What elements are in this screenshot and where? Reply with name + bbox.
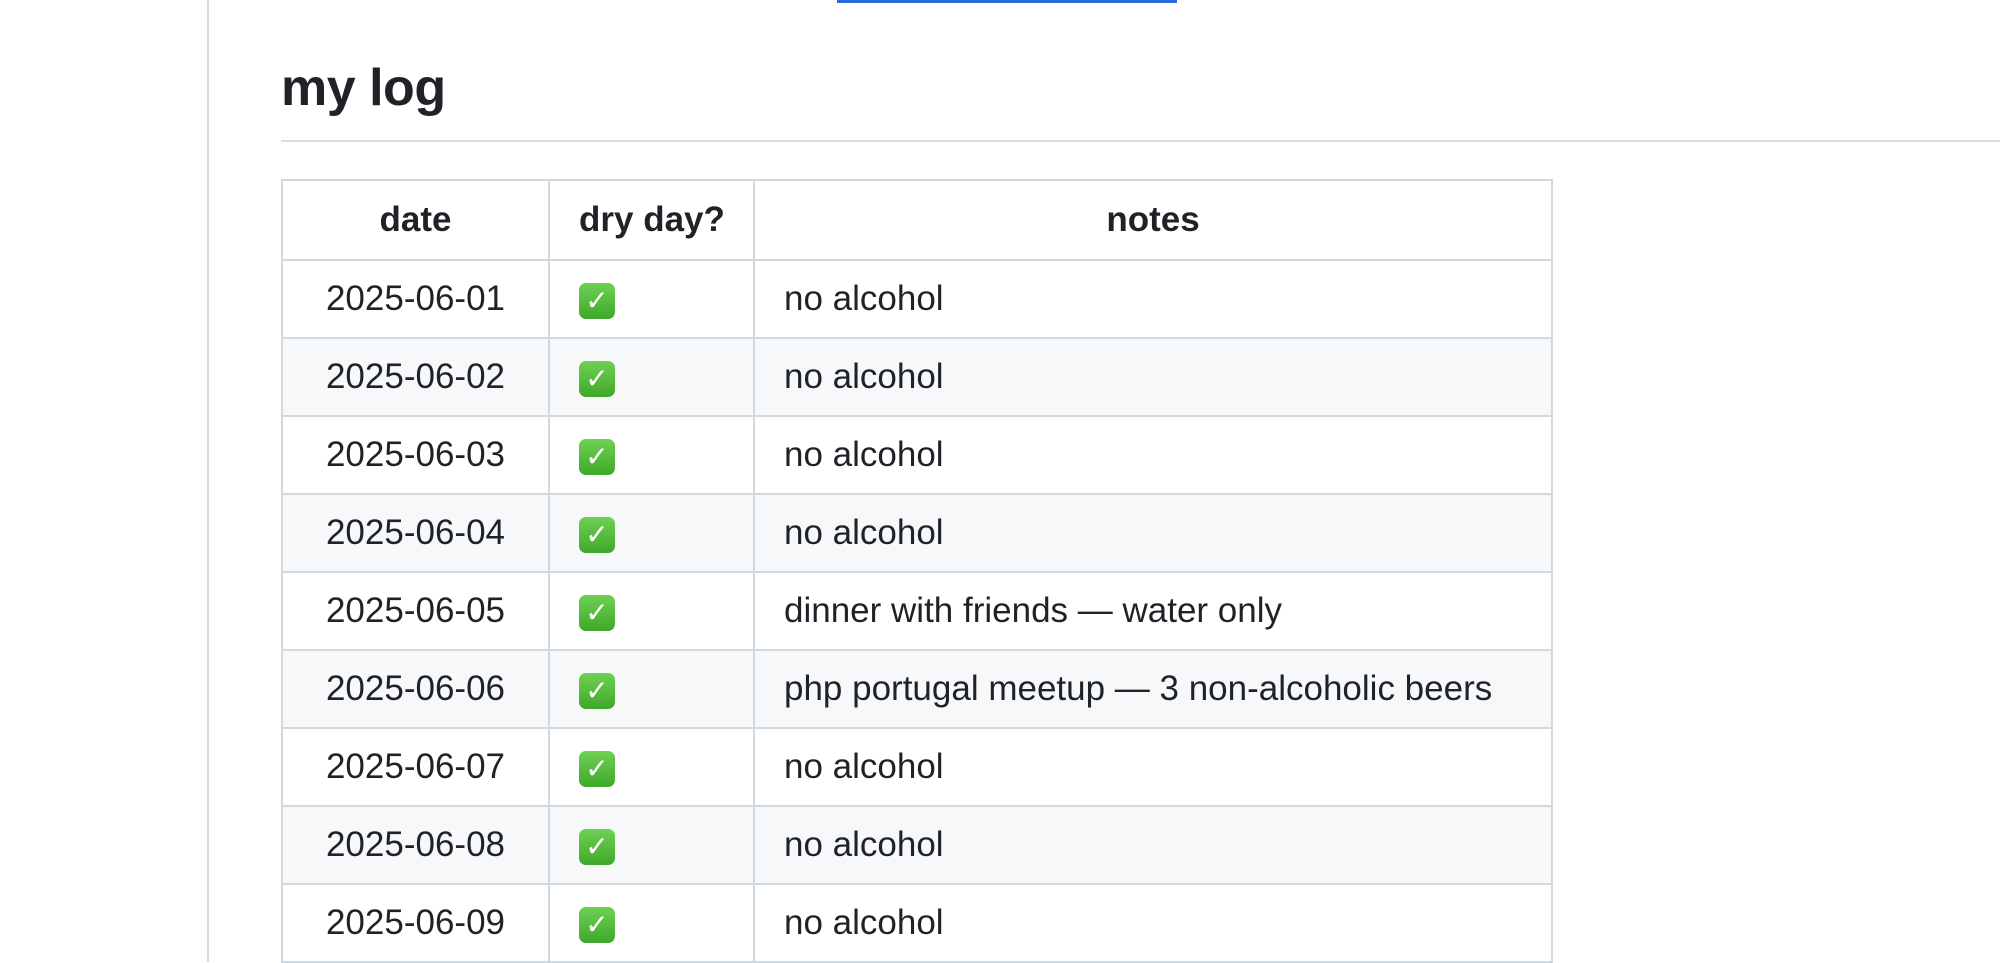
table-row: 2025-06-05 ✓ dinner with friends — water o… [281,571,1553,651]
date-cell: 2025-06-03 [281,415,550,495]
date-cell: 2025-06-02 [281,337,550,417]
date-cell: 2025-06-05 [281,571,550,651]
table-row: 2025-06-04 ✓ no alcohol [281,493,1553,573]
notes-cell: no alcohol [753,883,1553,963]
check-mark-button-icon: ✓ [579,672,615,709]
check-mark-button-icon: ✓ [579,750,615,787]
heading-rule [281,140,2000,142]
link-underline [837,0,1177,3]
table-row: 2025-06-01 ✓ no alcohol [281,259,1553,339]
dry-day-cell: ✓ [548,259,755,339]
check-mark-button-icon: ✓ [579,360,615,397]
notes-cell: no alcohol [753,493,1553,573]
dry-day-cell: ✓ [548,571,755,651]
log-table: date dry day? notes 2025-06-01 ✓ no alcoho… [281,179,1553,963]
notes-cell: php portugal meetup — 3 non-alcoholic be… [753,649,1553,729]
date-cell: 2025-06-01 [281,259,550,339]
notes-cell: no alcohol [753,805,1553,885]
dry-day-cell: ✓ [548,727,755,807]
dry-day-cell: ✓ [548,649,755,729]
check-mark-button-icon: ✓ [579,594,615,631]
check-mark-button-icon: ✓ [579,906,615,943]
table-row: 2025-06-08 ✓ no alcohol [281,805,1553,885]
table-row: 2025-06-09 ✓ no alcohol [281,883,1553,963]
table-row: 2025-06-03 ✓ no alcohol [281,415,1553,495]
table-header-row: date dry day? notes [281,179,1553,261]
notes-cell: dinner with friends — water only [753,571,1553,651]
check-mark-button-icon: ✓ [579,516,615,553]
table-row: 2025-06-02 ✓ no alcohol [281,337,1553,417]
header-notes: notes [753,179,1553,261]
notes-cell: no alcohol [753,337,1553,417]
date-cell: 2025-06-06 [281,649,550,729]
sidebar-divider [207,0,209,962]
dry-day-cell: ✓ [548,805,755,885]
header-date: date [281,179,550,261]
notes-cell: no alcohol [753,727,1553,807]
page-heading: my log [281,59,446,117]
table-row: 2025-06-06 ✓ php portugal meetup — 3 non-a… [281,649,1553,729]
check-mark-button-icon: ✓ [579,282,615,319]
dry-day-cell: ✓ [548,337,755,417]
dry-day-cell: ✓ [548,493,755,573]
date-cell: 2025-06-08 [281,805,550,885]
date-cell: 2025-06-07 [281,727,550,807]
dry-day-cell: ✓ [548,415,755,495]
notes-cell: no alcohol [753,415,1553,495]
notes-cell: no alcohol [753,259,1553,339]
header-dry-day: dry day? [548,179,755,261]
date-cell: 2025-06-04 [281,493,550,573]
check-mark-button-icon: ✓ [579,828,615,865]
table-row: 2025-06-07 ✓ no alcohol [281,727,1553,807]
check-mark-button-icon: ✓ [579,438,615,475]
date-cell: 2025-06-09 [281,883,550,963]
dry-day-cell: ✓ [548,883,755,963]
